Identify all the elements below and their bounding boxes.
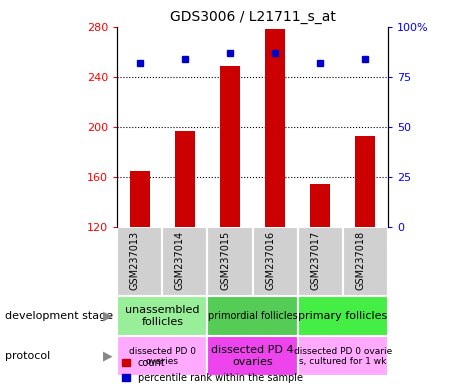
Bar	[207, 296, 298, 336]
Text: development stage: development stage	[5, 311, 113, 321]
Title: GDS3006 / L21711_s_at: GDS3006 / L21711_s_at	[170, 10, 336, 25]
Text: ▶: ▶	[103, 350, 113, 363]
Legend: count, percentile rank within the sample: count, percentile rank within the sample	[122, 358, 303, 383]
Bar	[298, 296, 388, 336]
Bar	[310, 184, 330, 227]
Text: ▶: ▶	[103, 310, 113, 323]
Bar	[130, 171, 150, 227]
Text: GSM237014: GSM237014	[175, 231, 185, 290]
Text: primordial follicles: primordial follicles	[207, 311, 298, 321]
Text: dissected PD 4
ovaries: dissected PD 4 ovaries	[212, 346, 294, 367]
Text: GSM237017: GSM237017	[310, 231, 320, 290]
Bar	[207, 227, 253, 296]
Bar	[220, 66, 240, 227]
Text: GSM237015: GSM237015	[220, 231, 230, 290]
Bar	[207, 336, 298, 376]
Text: dissected PD 0
ovaries: dissected PD 0 ovaries	[129, 347, 196, 366]
Bar	[117, 336, 207, 376]
Bar	[298, 227, 343, 296]
Text: GSM237013: GSM237013	[130, 231, 140, 290]
Bar	[298, 336, 388, 376]
Text: unassembled
follicles: unassembled follicles	[125, 305, 200, 327]
Bar	[117, 296, 207, 336]
Bar	[162, 227, 207, 296]
Bar	[343, 227, 388, 296]
Text: primary follicles: primary follicles	[298, 311, 387, 321]
Bar	[253, 227, 298, 296]
Bar	[175, 131, 195, 227]
Text: GSM237016: GSM237016	[265, 231, 275, 290]
Bar	[355, 136, 376, 227]
Text: dissected PD 0 ovarie
s, cultured for 1 wk: dissected PD 0 ovarie s, cultured for 1 …	[294, 347, 392, 366]
Bar	[265, 30, 285, 227]
Text: GSM237018: GSM237018	[355, 231, 365, 290]
Text: protocol: protocol	[5, 351, 50, 361]
Bar	[117, 227, 162, 296]
